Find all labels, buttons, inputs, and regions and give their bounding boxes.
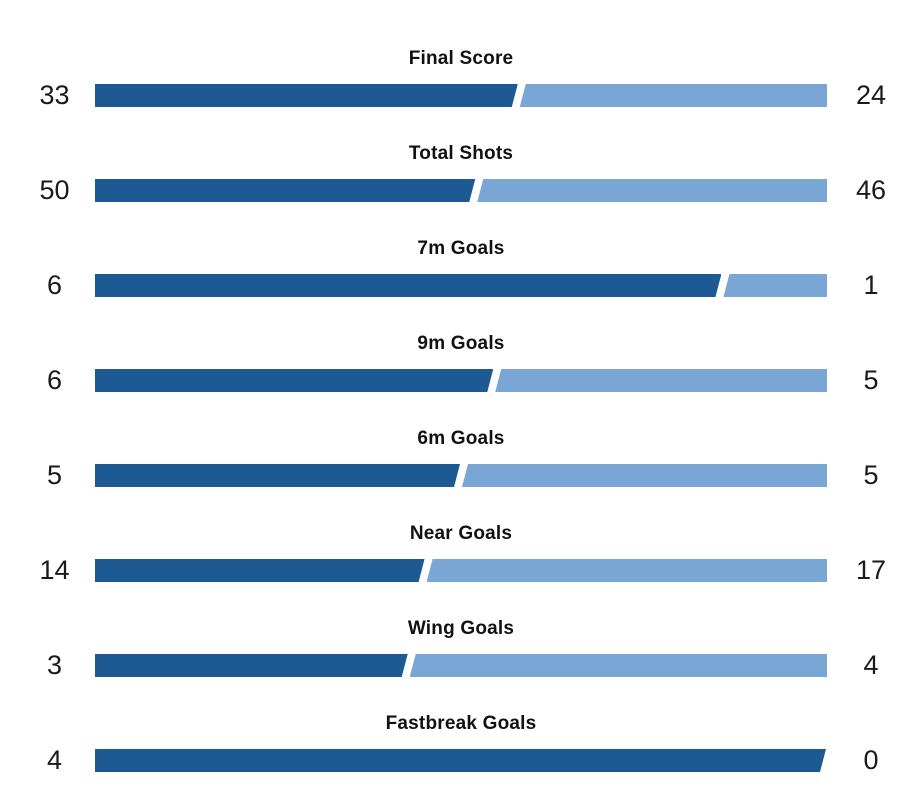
bar-track bbox=[95, 749, 827, 772]
stat-row: 9m Goals 6 5 bbox=[0, 332, 900, 395]
away-bar bbox=[409, 654, 827, 677]
stat-row: Fastbreak Goals 4 0 bbox=[0, 712, 900, 775]
stat-title: Total Shots bbox=[408, 143, 514, 164]
away-value: 5 bbox=[863, 460, 879, 490]
home-value: 5 bbox=[46, 460, 63, 490]
bar-track bbox=[95, 84, 827, 107]
away-value: 1 bbox=[863, 270, 879, 300]
bar-track bbox=[95, 654, 827, 677]
stat-title: Wing Goals bbox=[407, 618, 515, 639]
home-bar bbox=[95, 179, 475, 202]
home-value: 33 bbox=[39, 80, 70, 110]
stat-row: 7m Goals 6 1 bbox=[0, 237, 900, 300]
home-bar bbox=[95, 84, 518, 107]
home-bar bbox=[95, 559, 425, 582]
stat-title: Near Goals bbox=[409, 523, 513, 544]
stat-title: 7m Goals bbox=[417, 238, 505, 259]
bar-track bbox=[95, 179, 827, 202]
home-bar bbox=[95, 464, 460, 487]
bar-track bbox=[95, 464, 827, 487]
home-bar bbox=[95, 274, 721, 297]
away-value: 24 bbox=[855, 80, 887, 110]
home-value: 14 bbox=[39, 555, 70, 585]
stat-title: Final Score bbox=[408, 48, 514, 69]
away-bar bbox=[462, 464, 827, 487]
stat-row: Total Shots 50 46 bbox=[0, 142, 900, 205]
away-value: 46 bbox=[855, 175, 887, 205]
stat-row: Near Goals 14 17 bbox=[0, 522, 900, 585]
away-bar bbox=[426, 559, 827, 582]
stat-title: Fastbreak Goals bbox=[385, 713, 537, 734]
home-value: 6 bbox=[46, 270, 63, 300]
stat-title: 9m Goals bbox=[417, 333, 505, 354]
away-value: 17 bbox=[855, 555, 887, 585]
match-stats-panel: Final Score 33 24 Total Shots 50 46 7m Goals 6 1… bbox=[0, 47, 900, 775]
away-value: 4 bbox=[863, 650, 879, 680]
home-value: 50 bbox=[39, 175, 70, 205]
away-bar bbox=[495, 369, 827, 392]
bar-track bbox=[95, 559, 827, 582]
home-bar bbox=[95, 654, 408, 677]
bar-track bbox=[95, 369, 827, 392]
stat-row: 6m Goals 5 5 bbox=[0, 427, 900, 490]
stat-title: 6m Goals bbox=[417, 428, 505, 449]
away-bar bbox=[477, 179, 827, 202]
stat-row: Wing Goals 3 4 bbox=[0, 617, 900, 680]
away-bar bbox=[519, 84, 827, 107]
home-value: 3 bbox=[46, 650, 63, 680]
home-value: 4 bbox=[46, 745, 63, 775]
away-value: 0 bbox=[863, 745, 879, 775]
away-bar bbox=[723, 274, 827, 297]
home-bar bbox=[95, 749, 826, 772]
bar-track bbox=[95, 274, 827, 297]
home-value: 6 bbox=[46, 365, 63, 395]
away-value: 5 bbox=[863, 365, 879, 395]
stat-row: Final Score 33 24 bbox=[0, 47, 900, 110]
home-bar bbox=[95, 369, 493, 392]
